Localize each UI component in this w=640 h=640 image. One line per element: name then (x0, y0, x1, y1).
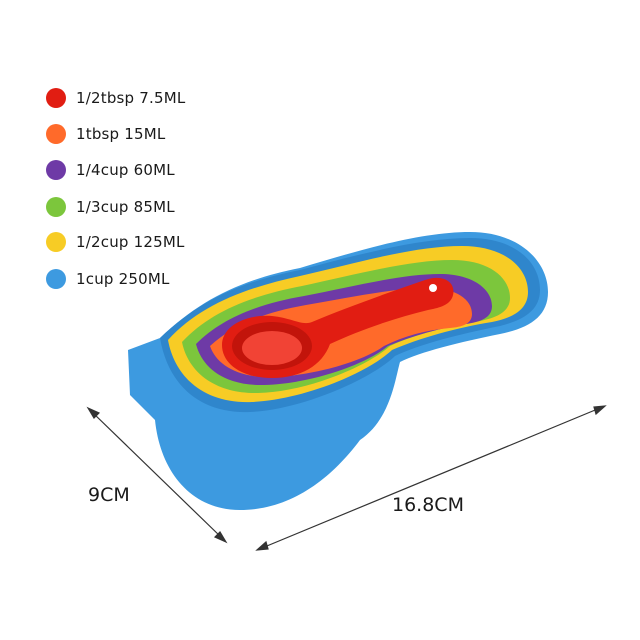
legend-item-tbsp: 1tbsp 15ML (46, 124, 165, 144)
purple-dot-icon (46, 160, 66, 180)
green-dot-icon (46, 197, 66, 217)
legend-label: 1/2cup 125ML (76, 233, 185, 251)
yellow-dot-icon (46, 232, 66, 252)
legend-item-quarter-cup: 1/4cup 60ML (46, 160, 175, 180)
length-label: 16.8CM (392, 494, 464, 516)
legend-item-half-tbsp: 1/2tbsp 7.5ML (46, 88, 185, 108)
legend-label: 1/2tbsp 7.5ML (76, 89, 186, 107)
red-dot-icon (46, 88, 66, 108)
blue-dot-icon (46, 269, 66, 289)
legend-label: 1tbsp 15ML (76, 125, 166, 143)
orange-dot-icon (46, 124, 66, 144)
length-dimension-line (255, 405, 607, 551)
legend-label: 1cup 250ML (76, 270, 170, 288)
legend-label: 1/3cup 85ML (76, 198, 175, 216)
width-label: 9CM (88, 484, 130, 506)
width-dimension-line (86, 406, 228, 544)
legend-item-one-cup: 1cup 250ML (46, 269, 170, 289)
legend-item-third-cup: 1/3cup 85ML (46, 197, 175, 217)
legend-item-half-cup: 1/2cup 125ML (46, 232, 185, 252)
red-spoon-half-tbsp (222, 277, 454, 378)
legend-label: 1/4cup 60ML (76, 161, 175, 179)
